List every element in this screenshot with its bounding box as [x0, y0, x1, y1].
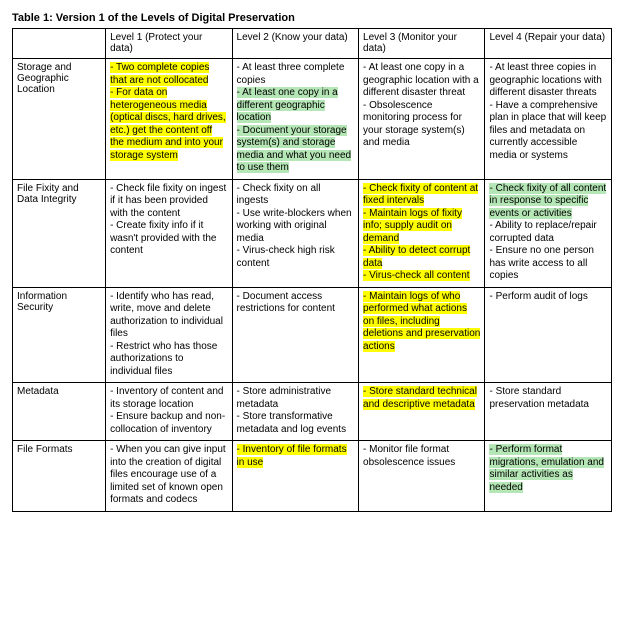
table-cell: - At least three copies in geographic lo… [485, 59, 612, 180]
levels-table: Level 1 (Protect your data) Level 2 (Kno… [12, 28, 612, 512]
cell-line: - Check fixity on all ingests [237, 183, 354, 208]
table-row: File Fixity and Data Integrity- Check fi… [13, 179, 612, 287]
cell-line: - At least one copy in a geographic loca… [363, 62, 480, 100]
highlight-yellow: - Two complete copies that are not collo… [110, 62, 209, 86]
cell-line: - Store administrative metadata [237, 386, 354, 411]
cell-line: - Have a comprehensive plan in place tha… [489, 100, 607, 163]
highlight-green: - At least one copy in a different geogr… [237, 87, 338, 123]
row-header: Storage and Geographic Location [13, 59, 106, 180]
table-cell: - Perform audit of logs [485, 287, 612, 383]
highlight-green: - Perform format migrations, emulation a… [489, 444, 604, 493]
cell-line: - Check fixity of all content in respons… [489, 183, 607, 221]
table-cell: - Store standard technical and descripti… [359, 383, 485, 441]
col-header-level3: Level 3 (Monitor your data) [359, 29, 485, 59]
highlight-yellow: - Maintain logs of who performed what ac… [363, 291, 480, 352]
table-row: File Formats- When you can give input in… [13, 441, 612, 512]
table-title: Table 1: Version 1 of the Levels of Digi… [12, 12, 612, 24]
cell-line: - Two complete copies that are not collo… [110, 62, 227, 87]
cell-line: - Inventory of file formats in use [237, 444, 354, 469]
cell-line: - Maintain logs of fixity info; supply a… [363, 208, 480, 246]
cell-line: - Perform format migrations, emulation a… [489, 444, 607, 494]
table-cell: - Maintain logs of who performed what ac… [359, 287, 485, 383]
cell-line: - Check file fixity on ingest if it has … [110, 183, 227, 221]
row-header: Information Security [13, 287, 106, 383]
cell-line: - Ability to detect corrupt data [363, 245, 480, 270]
table-cell: - Document access restrictions for conte… [232, 287, 358, 383]
cell-line: - For data on heterogeneous media (optic… [110, 87, 227, 162]
cell-line: - Ensure backup and non-collocation of i… [110, 411, 227, 436]
cell-line: - Virus-check all content [363, 270, 480, 283]
highlight-yellow: - Maintain logs of fixity info; supply a… [363, 208, 462, 244]
cell-line: - At least one copy in a different geogr… [237, 87, 354, 125]
table-cell: - At least one copy in a geographic loca… [359, 59, 485, 180]
header-row: Level 1 (Protect your data) Level 2 (Kno… [13, 29, 612, 59]
cell-line: - When you can give input into the creat… [110, 444, 227, 507]
cell-line: - Use write-blockers when working with o… [237, 208, 354, 246]
row-header: Metadata [13, 383, 106, 441]
table-cell: - Check fixity of all content in respons… [485, 179, 612, 287]
cell-line: - Maintain logs of who performed what ac… [363, 291, 480, 354]
cell-line: - Inventory of content and its storage l… [110, 386, 227, 411]
highlight-yellow: - Store standard technical and descripti… [363, 386, 477, 410]
table-cell: - Inventory of content and its storage l… [106, 383, 232, 441]
cell-line: - Store transformative metadata and log … [237, 411, 354, 436]
cell-line: - Ensure no one person has write access … [489, 245, 607, 283]
highlight-yellow: - Check fixity of content at fixed inter… [363, 183, 478, 207]
table-cell: - Perform format migrations, emulation a… [485, 441, 612, 512]
table-cell: - Store administrative metadata- Store t… [232, 383, 358, 441]
cell-line: - Document your storage system(s) and st… [237, 125, 354, 175]
table-cell: - Monitor file format obsolescence issue… [359, 441, 485, 512]
highlight-yellow: - Virus-check all content [363, 270, 470, 281]
cell-line: - Obsolescence monitoring process for yo… [363, 100, 480, 150]
cell-line: - Restrict who has those authorizations … [110, 341, 227, 379]
table-cell: - At least three complete copies- At lea… [232, 59, 358, 180]
table-cell: - When you can give input into the creat… [106, 441, 232, 512]
table-cell: - Identify who has read, write, move and… [106, 287, 232, 383]
table-cell: - Two complete copies that are not collo… [106, 59, 232, 180]
col-header-level1: Level 1 (Protect your data) [106, 29, 232, 59]
cell-line: - Store standard technical and descripti… [363, 386, 480, 411]
table-row: Storage and Geographic Location- Two com… [13, 59, 612, 180]
row-header: File Formats [13, 441, 106, 512]
cell-line: - At least three complete copies [237, 62, 354, 87]
cell-line: - Ability to replace/repair corrupted da… [489, 220, 607, 245]
row-header: File Fixity and Data Integrity [13, 179, 106, 287]
cell-line: - Identify who has read, write, move and… [110, 291, 227, 341]
cell-line: - Store standard preservation metadata [489, 386, 607, 411]
table-row: Metadata- Inventory of content and its s… [13, 383, 612, 441]
table-cell: - Store standard preservation metadata [485, 383, 612, 441]
cell-line: - Create fixity info if it wasn't provid… [110, 220, 227, 258]
highlight-yellow: - Inventory of file formats in use [237, 444, 347, 468]
table-cell: - Check fixity of content at fixed inter… [359, 179, 485, 287]
cell-line: - Perform audit of logs [489, 291, 607, 304]
col-header-blank [13, 29, 106, 59]
highlight-green: - Document your storage system(s) and st… [237, 125, 352, 174]
highlight-green: - Check fixity of all content in respons… [489, 183, 606, 219]
table-cell: - Inventory of file formats in use [232, 441, 358, 512]
col-header-level2: Level 2 (Know your data) [232, 29, 358, 59]
col-header-level4: Level 4 (Repair your data) [485, 29, 612, 59]
table-row: Information Security- Identify who has r… [13, 287, 612, 383]
cell-line: - Monitor file format obsolescence issue… [363, 444, 480, 469]
cell-line: - Check fixity of content at fixed inter… [363, 183, 480, 208]
cell-line: - Virus-check high risk content [237, 245, 354, 270]
highlight-yellow: - Ability to detect corrupt data [363, 245, 470, 269]
cell-line: - Document access restrictions for conte… [237, 291, 354, 316]
table-cell: - Check file fixity on ingest if it has … [106, 179, 232, 287]
cell-line: - At least three copies in geographic lo… [489, 62, 607, 100]
highlight-yellow: - For data on heterogeneous media (optic… [110, 87, 226, 161]
table-cell: - Check fixity on all ingests- Use write… [232, 179, 358, 287]
